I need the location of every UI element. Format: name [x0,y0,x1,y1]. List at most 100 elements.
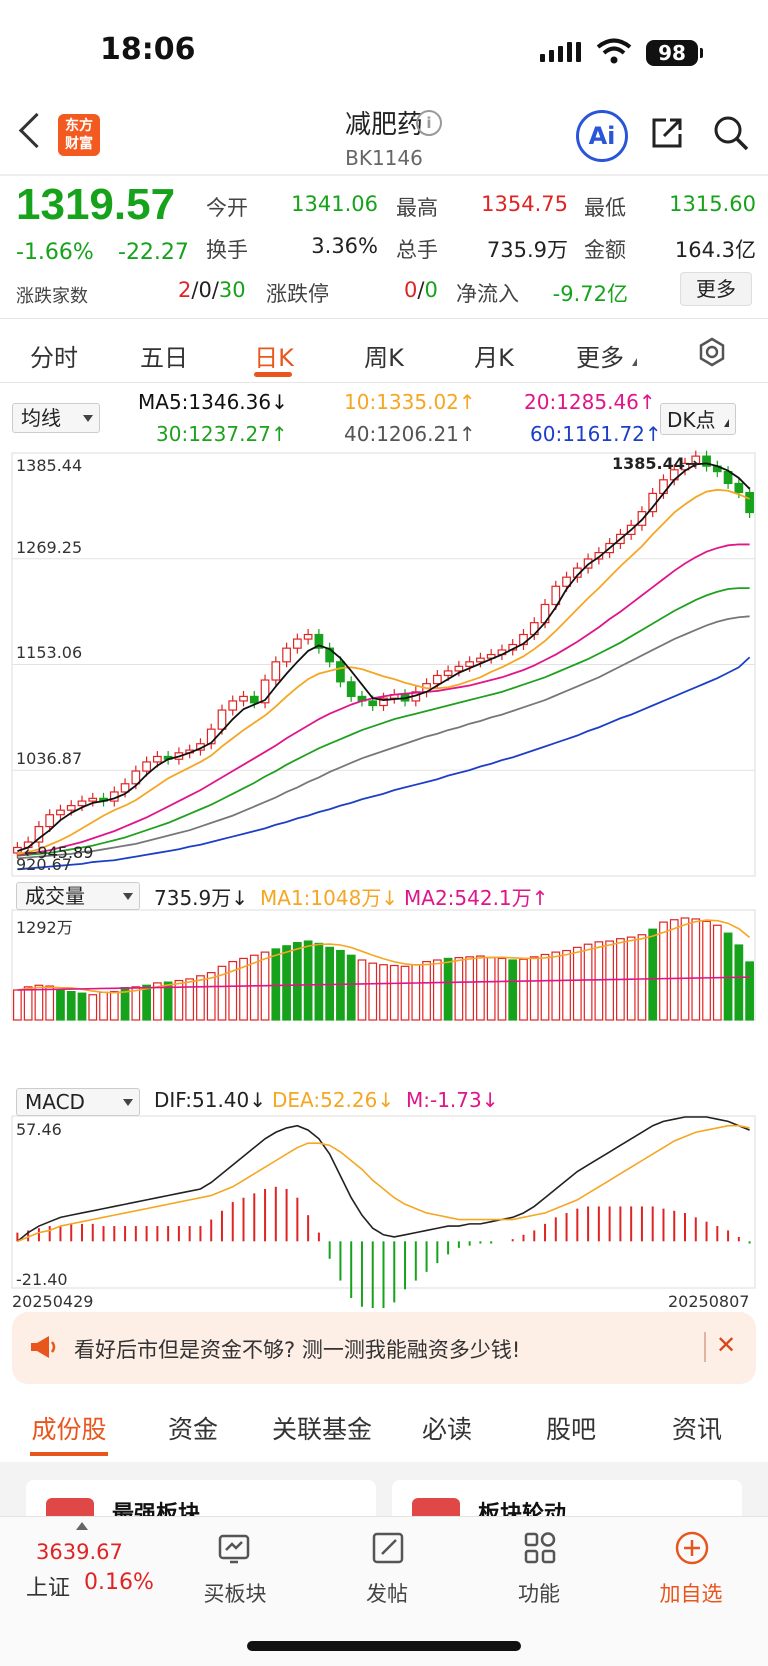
compose-post-icon[interactable] [368,1528,408,1568]
candle-body [551,585,561,606]
amount-label: 金额 [584,238,626,262]
active-tab-indicator [30,1452,108,1456]
ma60-line [17,656,751,871]
more-button[interactable]: 更多 [680,272,752,306]
index-value[interactable]: 3639.67 [36,1540,123,1564]
volume-bar [206,972,216,1021]
tab-news[interactable]: 资讯 [671,1415,722,1444]
tab-monthly-k[interactable]: 月K [474,344,514,372]
dk-point-button[interactable]: DK点 [660,403,736,435]
ma10-label: 10:1335.02↑ [344,390,476,414]
volume-bar [13,989,22,1021]
high-value: 1354.75 [481,192,568,216]
volume-bar [303,940,313,1021]
tab-intraday[interactable]: 分时 [30,344,78,372]
tabs-divider [0,382,768,383]
share-icon[interactable] [650,116,684,150]
info-icon[interactable]: i [416,110,442,136]
candle-body [260,679,270,704]
ma20-label: 20:1285.46↑ [524,390,656,414]
volume-bar [411,964,421,1021]
macd-axis-top: 57.46 [16,1120,62,1139]
volume-bar [163,981,173,1021]
nav-add-watchlist[interactable]: 加自选 [659,1582,723,1606]
ma-selector-label: 均线 [21,406,61,430]
financing-banner[interactable] [12,1312,756,1384]
volume-bar [77,992,87,1021]
add-watchlist-icon[interactable] [672,1528,712,1568]
tab-daily-k[interactable]: 日K [254,344,294,372]
settings-gear-icon[interactable] [696,336,728,368]
candle-body [368,700,378,707]
ma-selector[interactable]: 均线 [12,403,100,433]
price-axis-label: 1153.06 [16,643,83,662]
kline-chart[interactable] [0,448,768,1308]
tab-weekly-k[interactable]: 周K [364,344,404,372]
date-end-label: 20250807 [668,1292,750,1311]
features-grid-icon[interactable] [520,1528,560,1568]
turnover-value: 3.36% [311,234,378,258]
nav-post[interactable]: 发帖 [366,1582,408,1606]
ai-assistant-button[interactable]: Ai [576,110,628,162]
macd-selector[interactable]: MACD [16,1088,140,1116]
volume-bar [174,979,184,1021]
macd-m-label: M:-1.73↓ [406,1088,499,1112]
page-title: 减肥药 [344,110,423,140]
volume-bar [99,991,108,1021]
macd-selector-label: MACD [25,1090,85,1114]
tab-more[interactable]: 更多 [576,344,624,372]
tab-funds-flow[interactable]: 资金 [167,1415,218,1444]
ma10-line [17,488,750,855]
macd-dea-line [17,1124,750,1243]
tab-must-read[interactable]: 必读 [421,1415,472,1444]
volume-ma2-label: MA2:542.1万↑ [404,886,549,910]
candle-body [691,455,701,465]
limit-down: 0 [424,278,438,302]
signal-icon [540,40,584,62]
volume-selector-label: 成交量 [25,884,85,908]
volume-bar [637,934,647,1021]
breadth-separator: / [211,278,219,302]
nav-buy-sector[interactable]: 买板块 [203,1582,267,1606]
index-name[interactable]: 上证 [26,1576,71,1601]
candle-body [217,709,227,730]
tab-forum[interactable]: 股吧 [545,1415,596,1444]
volume-bar [45,985,55,1021]
ma30-line [17,587,750,857]
volume-bar [368,962,378,1021]
search-icon[interactable] [712,114,750,152]
close-icon[interactable]: ✕ [716,1331,737,1359]
home-indicator [247,1641,521,1651]
tab-related-funds[interactable]: 关联基金 [271,1415,372,1444]
volume-bar [239,957,248,1021]
wifi-icon [596,38,632,64]
price-axis-label: 1269.25 [16,538,83,557]
banner-text[interactable]: 看好后市但是资金不够? 测一测我能融资多少钱! [74,1338,521,1362]
volume-ma2-line [17,976,750,991]
low-value: 1315.60 [669,192,756,216]
nav-features[interactable]: 功能 [518,1582,560,1606]
candle-body [120,783,130,793]
candle-body [45,814,55,828]
volume-bar [228,960,238,1021]
volume-bar [109,990,119,1021]
tabs-divider [0,318,768,319]
tab-five-day[interactable]: 五日 [140,344,188,372]
tab-constituents[interactable]: 成份股 [31,1415,107,1444]
volume-selector[interactable]: 成交量 [16,882,140,910]
buy-sector-icon[interactable] [214,1528,254,1568]
index-change[interactable]: 0.16% [84,1570,154,1595]
low-label: 最低 [584,196,626,220]
price-axis-label: 1036.87 [16,749,83,768]
volume-bar [594,941,604,1021]
date-start-label: 20250429 [12,1292,94,1311]
change-percent: -1.66% [16,240,94,265]
volume-bar [142,984,151,1021]
limit-label: 涨跌停 [266,282,329,306]
candle-body [454,665,464,672]
expand-arrow-icon[interactable] [76,1522,88,1530]
volume-bar [583,943,593,1021]
current-price: 1319.57 [16,180,176,229]
volume-bar [292,942,302,1021]
candle-body [131,770,141,785]
